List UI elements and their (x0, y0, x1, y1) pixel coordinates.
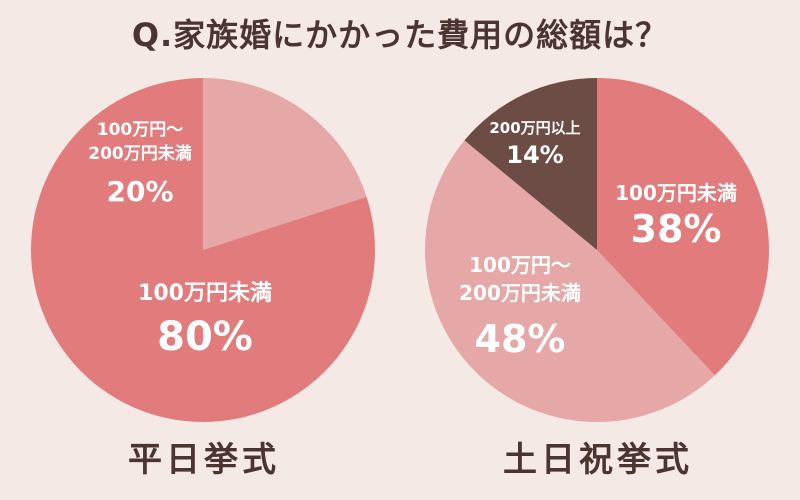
pie-1-slice-1 (424, 140, 715, 423)
pie-1-slice-0-value: 38% (631, 207, 722, 251)
chart-title: Q.家族婚にかかった費用の総額は？ (131, 16, 669, 54)
pie-1-slice-0-label-0: 100万円未満 (615, 181, 737, 205)
pie-chart-weekday: 100万円〜 200万円未満 20% 100万円未満 80% (30, 78, 375, 422)
pie-0-slice-1-label-0: 100万円未満 (138, 280, 272, 306)
pie-0-slice-1-value: 80% (157, 314, 253, 360)
pie-0-slice-1 (30, 78, 375, 422)
pie-0-slice-0-value: 20% (106, 175, 173, 208)
pie-1-slice-2 (464, 78, 597, 250)
pie-1-slice-1-value: 48% (475, 317, 566, 361)
caption-weekday: 平日挙式 (128, 440, 280, 480)
pie-1-slice-1-label-1: 200万円未満 (459, 281, 581, 305)
pie-0-slice-0 (203, 78, 367, 250)
pie-1-slice-1-label-0: 100万円〜 (469, 253, 571, 277)
pie-0-slice-0-label-1: 200万円未満 (88, 143, 192, 164)
pie-0-slice-0-label-0: 100万円〜 (97, 120, 184, 140)
pie-1-slice-0 (597, 78, 769, 376)
pie-1-slice-2-label-0: 200万円以上 (489, 119, 580, 137)
caption-weekend: 土日祝挙式 (503, 440, 693, 480)
pie-1-slice-2-value: 14% (506, 141, 563, 169)
